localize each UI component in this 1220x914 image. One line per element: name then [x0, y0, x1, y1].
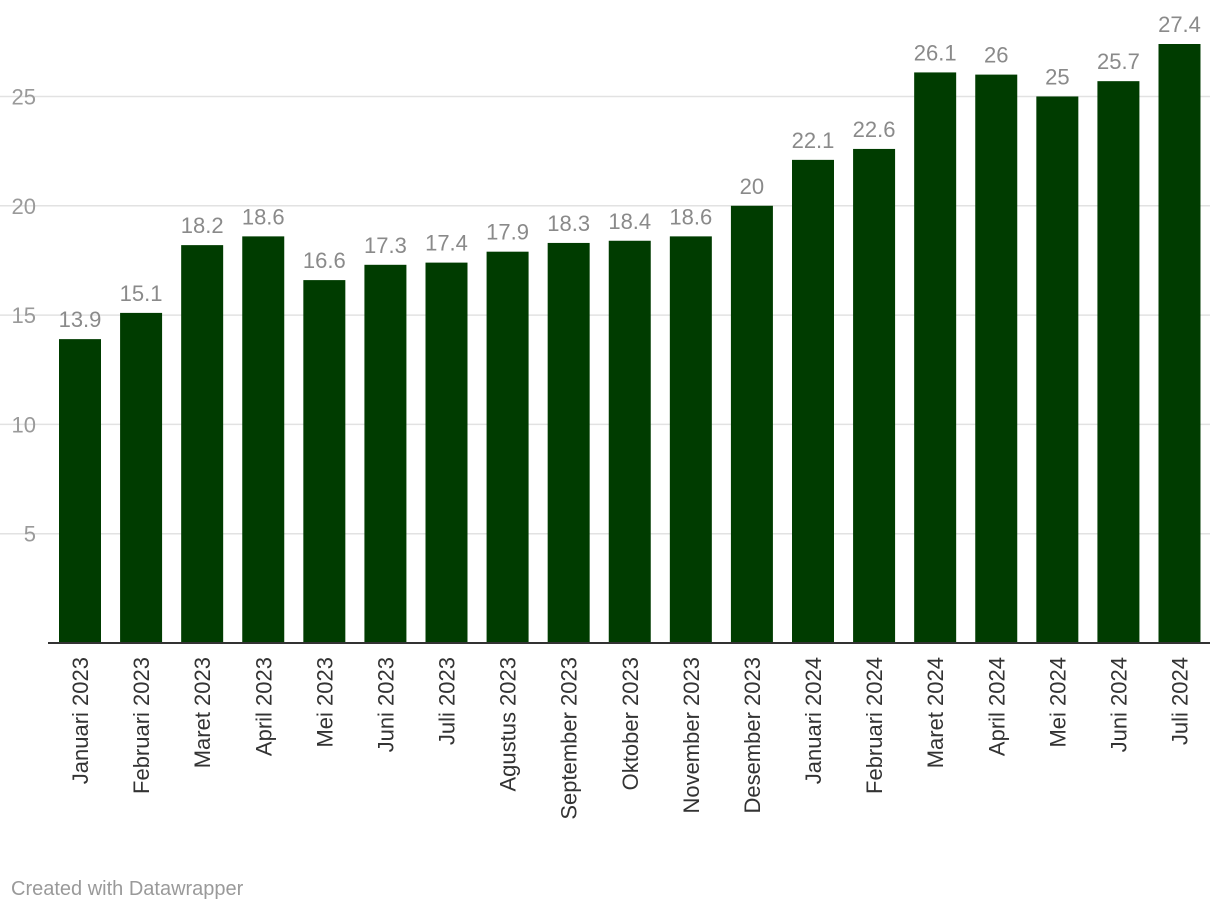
- value-labels: 13.9 15.1 18.2 18.6 16.6 17.3 17.4 17.9 18.3 18.4…: [59, 12, 1201, 332]
- x-tick-label: November 2023: [679, 657, 704, 814]
- x-tick-label: Juni 2024: [1106, 657, 1131, 752]
- y-tick-label: 20: [12, 194, 36, 219]
- x-tick-label: Juni 2023: [373, 657, 398, 752]
- value-label: 26.1: [914, 40, 957, 65]
- value-label: 17.3: [364, 233, 407, 258]
- bar: [1036, 96, 1079, 643]
- x-tick-label: Mei 2024: [1045, 657, 1070, 748]
- value-label: 16.6: [303, 248, 346, 273]
- bar: [120, 312, 163, 643]
- bar: [364, 264, 407, 643]
- bar: [486, 251, 529, 643]
- bar: [1158, 44, 1201, 643]
- value-label: 18.3: [547, 211, 590, 236]
- x-tick-label: September 2023: [557, 657, 582, 820]
- y-tick-label: 25: [12, 84, 36, 109]
- value-label: 25: [1045, 64, 1069, 89]
- bar: [181, 245, 224, 643]
- x-tick-label: Maret 2023: [190, 657, 215, 768]
- x-tick-label: Agustus 2023: [496, 657, 521, 792]
- x-axis: Januari 2023 Februari 2023 Maret 2023 April…: [48, 642, 1210, 820]
- value-label: 18.2: [181, 213, 224, 238]
- value-label: 26: [984, 43, 1008, 68]
- value-label: 17.4: [425, 231, 468, 256]
- bar: [730, 205, 773, 643]
- value-label: 15.1: [120, 281, 163, 306]
- value-label: 18.6: [242, 204, 285, 229]
- x-tick-label: Januari 2024: [801, 657, 826, 784]
- value-label: 13.9: [59, 307, 102, 332]
- value-label: 22.1: [792, 128, 835, 153]
- bar: [303, 280, 346, 643]
- bar: [1097, 81, 1140, 643]
- x-tick-label: April 2023: [251, 657, 276, 756]
- y-tick-label: 15: [12, 303, 36, 328]
- value-label: 18.6: [669, 204, 712, 229]
- value-label: 22.6: [853, 117, 896, 142]
- bar: [608, 240, 651, 643]
- x-tick-label: Februari 2024: [862, 657, 887, 794]
- value-label: 17.9: [486, 220, 529, 245]
- y-tick-label: 10: [12, 412, 36, 437]
- bar: [547, 242, 590, 643]
- value-label: 18.4: [608, 209, 651, 234]
- value-label: 27.4: [1158, 12, 1201, 37]
- bar: [914, 72, 957, 644]
- datawrapper-credit: Created with Datawrapper: [11, 878, 244, 900]
- bars: [59, 44, 1201, 644]
- bar: [853, 148, 896, 643]
- x-tick-label: Februari 2023: [129, 657, 154, 794]
- x-tick-label: Oktober 2023: [618, 657, 643, 790]
- x-tick-label: Juli 2023: [435, 657, 460, 745]
- y-axis: 5 10 15 20 25: [12, 84, 36, 546]
- bar: [242, 236, 285, 643]
- x-tick-label: Desember 2023: [740, 657, 765, 814]
- y-tick-label: 5: [24, 522, 36, 547]
- x-tick-label: Juli 2024: [1168, 657, 1193, 745]
- x-tick-label: Maret 2024: [923, 657, 948, 768]
- bar: [425, 262, 468, 643]
- bar: [59, 339, 101, 643]
- x-tick-label: April 2024: [984, 657, 1009, 756]
- x-tick-label: Januari 2023: [68, 657, 93, 784]
- value-label: 20: [740, 174, 764, 199]
- bar: [669, 236, 712, 643]
- bar: [792, 159, 834, 643]
- x-tick-label: Mei 2023: [312, 657, 337, 748]
- bar: [975, 74, 1018, 644]
- value-label: 25.7: [1097, 49, 1140, 74]
